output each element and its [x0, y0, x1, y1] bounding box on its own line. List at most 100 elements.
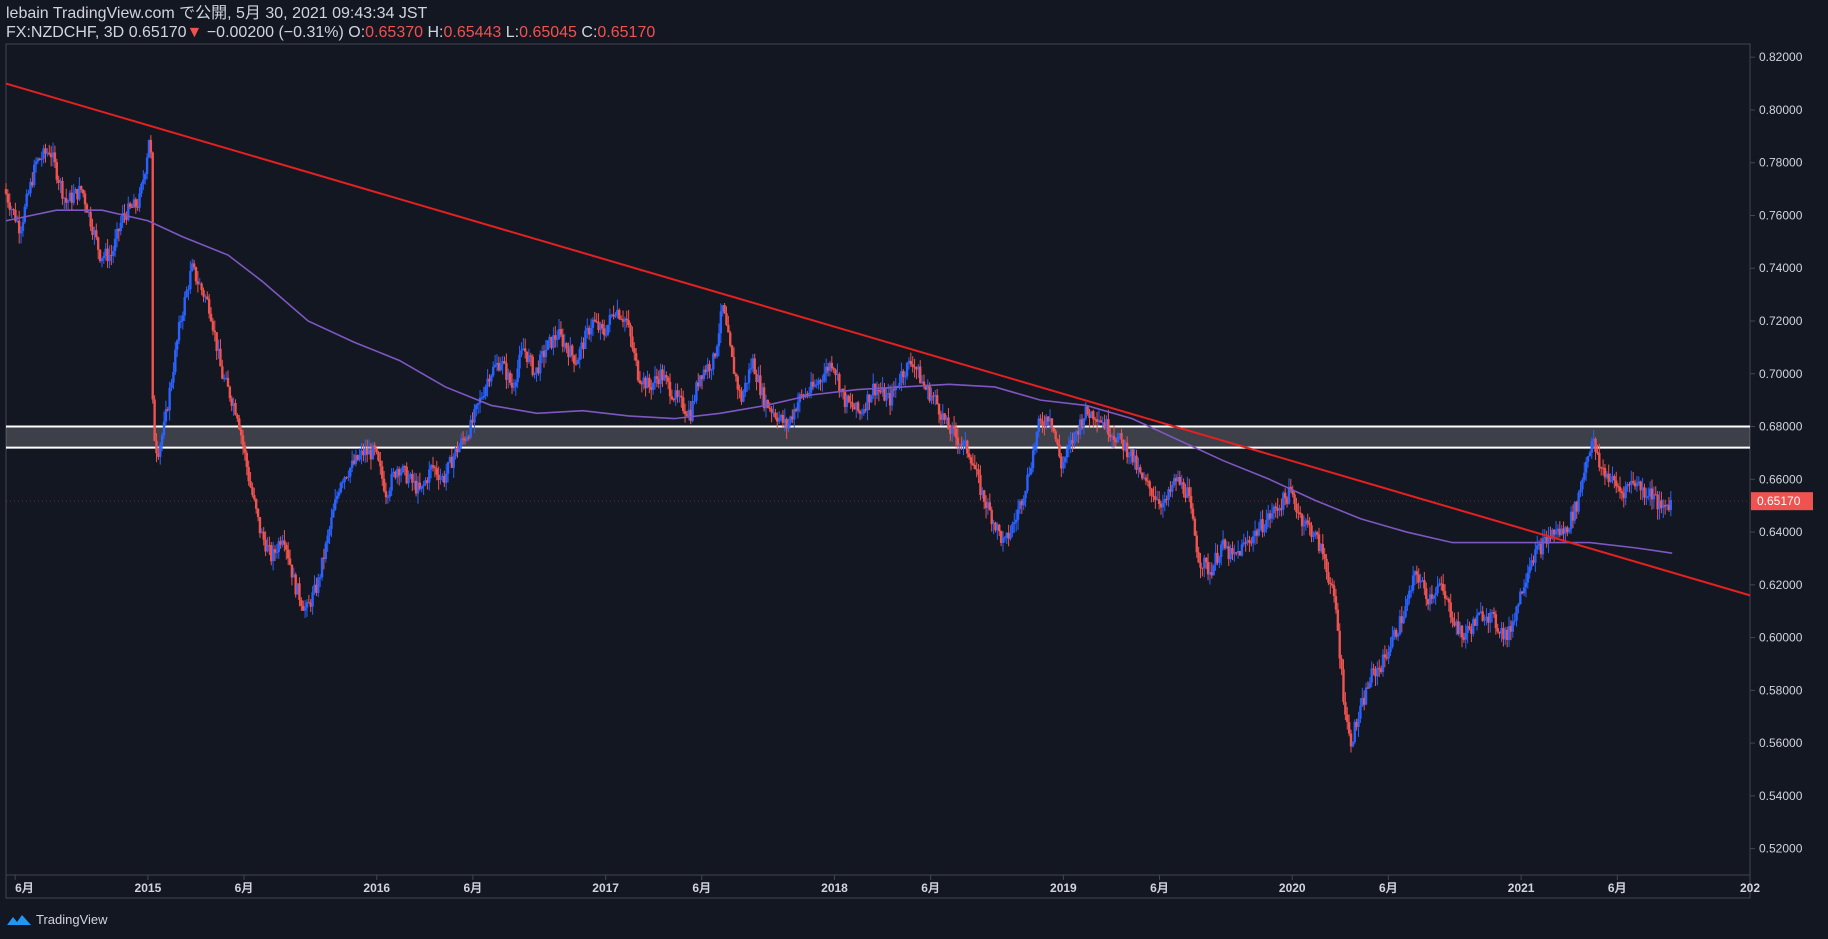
candle-body	[249, 481, 252, 487]
candle-body	[1430, 594, 1434, 599]
candle-body	[1302, 524, 1306, 527]
candle-body	[872, 383, 875, 396]
candle-body	[572, 355, 576, 364]
candle-body	[375, 448, 378, 453]
candle-body	[1545, 537, 1548, 544]
candle-body	[488, 378, 491, 382]
candle-body	[1455, 621, 1458, 626]
candle-body	[330, 517, 333, 530]
footer-brand[interactable]: TradingView	[6, 912, 108, 927]
candle-body	[100, 258, 104, 261]
candle-body	[140, 183, 143, 194]
candle-body	[164, 409, 168, 422]
candle-body	[924, 386, 928, 390]
candle-body	[1630, 480, 1633, 485]
candle-body	[1332, 585, 1336, 597]
candle-body	[1479, 611, 1483, 613]
candle-body	[1581, 479, 1584, 490]
candle-body	[625, 318, 628, 321]
candle-body	[76, 189, 79, 200]
candle-body	[1201, 567, 1204, 569]
candle-body	[1626, 484, 1629, 487]
candle-body	[1167, 489, 1170, 501]
candle-body	[1099, 420, 1103, 423]
moving-average-line	[5, 209, 1673, 554]
candle-body	[1566, 527, 1569, 533]
candle-body	[446, 462, 450, 474]
candle-body	[1218, 556, 1221, 563]
candle-body	[89, 211, 92, 227]
candle-body	[1035, 431, 1039, 446]
candle-body	[172, 372, 175, 383]
candle-body	[939, 414, 943, 420]
candle-body	[221, 366, 224, 379]
candle-body	[935, 395, 939, 404]
candle-body	[1223, 539, 1227, 549]
candle-body	[1227, 546, 1230, 560]
x-tick-label: 2020	[1279, 881, 1306, 895]
candle-body	[800, 394, 803, 396]
candle-body	[1172, 478, 1176, 485]
candle-body	[1370, 668, 1373, 683]
candle-body	[868, 394, 871, 403]
candle-body	[1663, 505, 1667, 507]
candle-body	[578, 349, 581, 360]
candle-body	[975, 469, 978, 471]
candle-body	[350, 460, 354, 468]
candle-body	[1231, 548, 1234, 555]
candle-body	[1308, 522, 1311, 526]
candle-body	[157, 453, 160, 457]
candle-body	[1389, 646, 1392, 652]
candle-body	[1598, 453, 1601, 468]
candle-body	[211, 321, 215, 331]
candle-body	[256, 508, 260, 517]
candle-body	[1031, 450, 1035, 469]
candle-body	[1331, 584, 1334, 586]
candle-body	[467, 437, 470, 439]
candle-body	[1037, 418, 1040, 432]
candle-body	[945, 417, 948, 420]
candle-body	[851, 402, 854, 408]
candle-body	[1346, 714, 1349, 723]
candle-body	[960, 444, 963, 446]
candle-body	[1568, 529, 1571, 533]
candle-body	[145, 157, 149, 174]
candle-body	[1120, 433, 1123, 440]
candle-body	[1505, 629, 1509, 641]
candle-body	[315, 584, 318, 593]
candle-body	[834, 369, 837, 376]
candle-body	[6, 193, 10, 203]
candle-body	[772, 412, 775, 414]
candle-body	[856, 402, 860, 412]
candle-body	[499, 364, 502, 371]
candle-body	[251, 486, 254, 496]
candle-body	[1319, 543, 1323, 552]
candle-body	[761, 387, 764, 396]
candle-body	[1300, 514, 1304, 527]
candle-body	[1060, 456, 1063, 469]
candle-body	[1156, 499, 1159, 501]
candle-body	[132, 199, 136, 208]
candle-body	[1107, 419, 1110, 435]
candle-body	[877, 389, 881, 392]
candle-body	[1334, 596, 1338, 610]
y-tick-label: 0.60000	[1759, 631, 1803, 645]
candle-body	[520, 350, 523, 355]
candle-body	[189, 270, 192, 290]
candle-body	[1058, 444, 1061, 457]
candle-body	[702, 369, 706, 380]
y-tick-label: 0.66000	[1759, 472, 1803, 486]
candle-body	[397, 468, 401, 476]
candle-body	[215, 332, 218, 352]
last-price-badge	[1751, 492, 1813, 511]
candle-body	[234, 403, 237, 415]
y-tick-label: 0.70000	[1759, 367, 1803, 381]
x-tick-label: 6月	[921, 881, 940, 895]
candle-body	[1573, 501, 1577, 521]
candle-body	[95, 230, 98, 238]
candle-body	[1620, 491, 1624, 494]
candle-body	[1650, 488, 1654, 500]
candle-body	[108, 255, 111, 262]
candle-body	[1537, 543, 1541, 546]
